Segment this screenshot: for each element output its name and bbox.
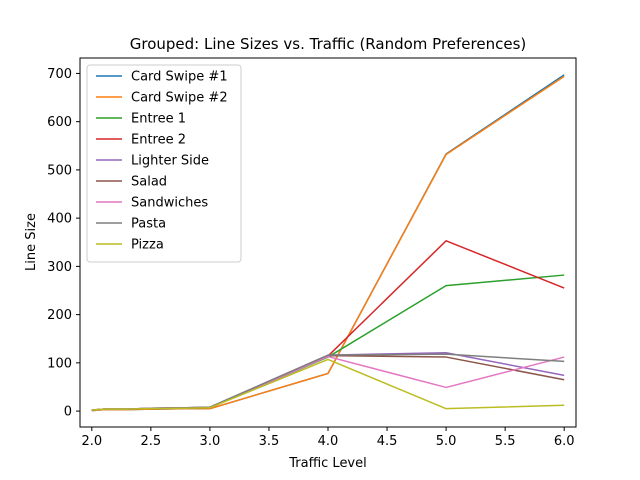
series-lines <box>91 74 565 412</box>
y-tick-label: 300 <box>47 260 72 275</box>
legend-label: Card Swipe #1 <box>131 70 228 85</box>
x-tick-label: 5.0 <box>436 434 457 449</box>
y-tick-label: 0 <box>64 405 72 420</box>
x-axis-label: Traffic Level <box>288 456 367 471</box>
series-line-pizza <box>91 358 565 411</box>
x-tick-label: 2.0 <box>81 434 102 449</box>
y-tick-label: 700 <box>47 67 72 82</box>
chart-title: Grouped: Line Sizes vs. Traffic (Random … <box>130 35 527 53</box>
y-axis-label: Line Size <box>24 213 39 271</box>
legend-label: Salad <box>131 175 167 190</box>
y-tick-label: 200 <box>47 308 72 323</box>
legend-label: Pasta <box>131 217 166 232</box>
x-tick-label: 6.0 <box>554 434 575 449</box>
x-tick-label: 5.5 <box>495 434 516 449</box>
legend-frame <box>86 64 242 263</box>
x-tick-label: 4.0 <box>318 434 339 449</box>
y-tick-label: 600 <box>47 115 72 130</box>
legend-label: Lighter Side <box>131 154 209 169</box>
legend: Card Swipe #1 Card Swipe #2 Entree 1 Entree… <box>86 64 242 263</box>
legend-label: Pizza <box>131 238 164 253</box>
x-tick-label: 3.0 <box>200 434 221 449</box>
x-tick-label: 2.5 <box>141 434 162 449</box>
legend-label: Card Swipe #2 <box>131 91 228 106</box>
legend-label: Sandwiches <box>131 196 208 211</box>
legend-label: Entree 2 <box>131 133 186 148</box>
y-tick-label: 500 <box>47 163 72 178</box>
y-tick-label: 400 <box>47 212 72 227</box>
y-tick-label: 100 <box>47 356 72 371</box>
legend-label: Entree 1 <box>131 112 186 127</box>
x-tick-label: 4.5 <box>377 434 398 449</box>
x-tick-label: 3.5 <box>259 434 280 449</box>
y-axis: 0 100 200 300 400 500 600 700 <box>47 67 80 420</box>
x-axis: 2.0 2.5 3.0 3.5 4.0 4.5 5.0 5.5 6.0 <box>81 427 575 449</box>
